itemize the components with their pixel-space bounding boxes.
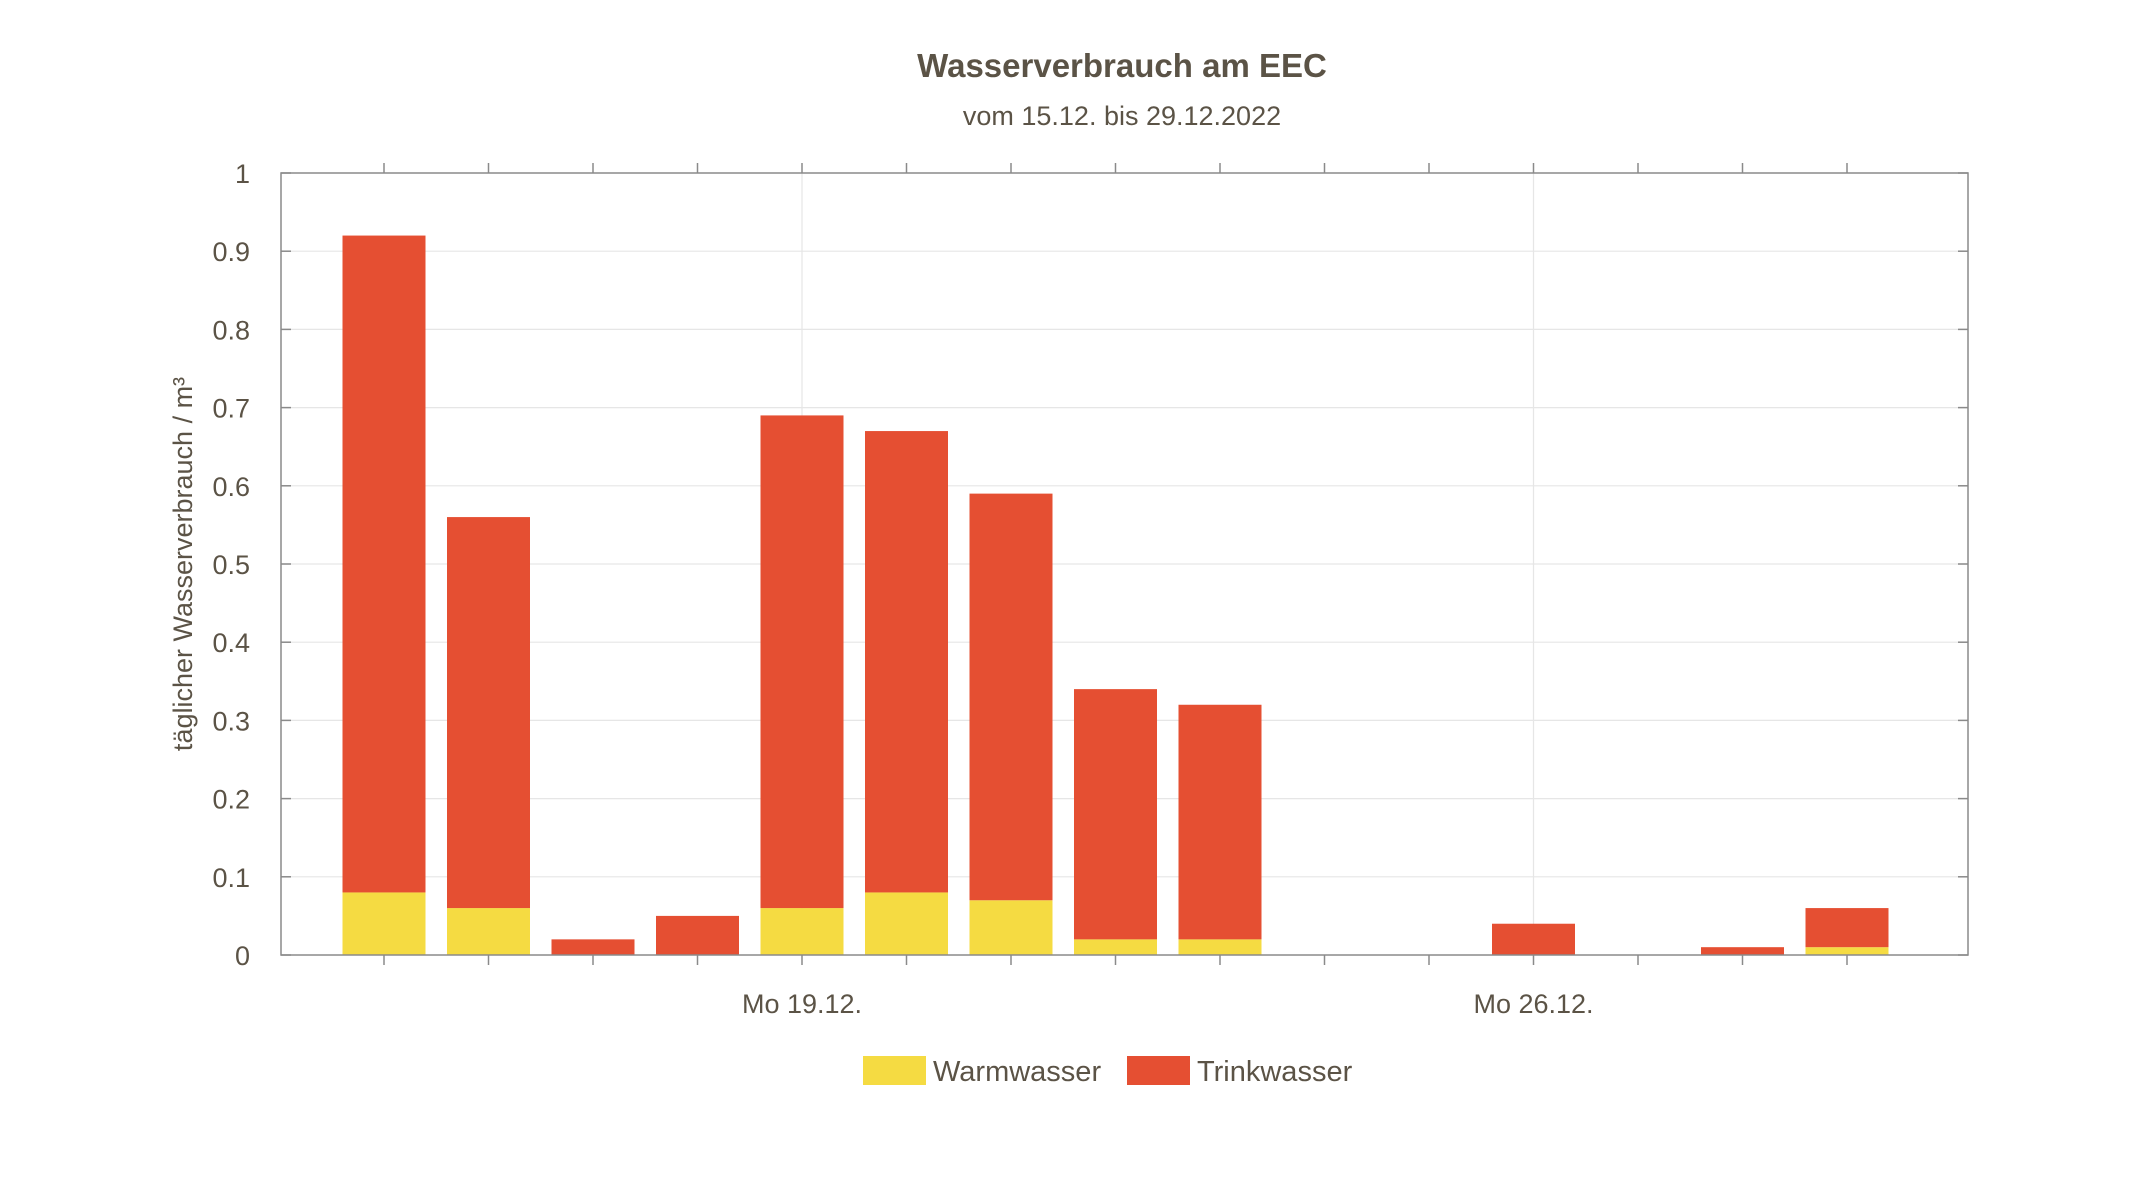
y-tick-label: 0.7	[212, 394, 250, 424]
chart-title: Wasserverbrauch am EEC	[917, 47, 1327, 84]
y-tick-label: 0.6	[212, 472, 250, 502]
y-tick-label: 0.9	[212, 237, 250, 267]
bar-warmwasser-19-12	[760, 908, 844, 955]
y-tick-label: 0.5	[212, 550, 250, 580]
bar-trinkwasser-28-12	[1701, 947, 1784, 955]
bar-trinkwasser-29-12	[1805, 908, 1889, 948]
y-ticks: 0 0.1 0.2 0.3 0.4 0.5 0.6 0.7 0.8 0.9 1	[212, 159, 1968, 971]
bar-trinkwasser-17-12	[551, 939, 635, 955]
bars	[342, 235, 1889, 955]
chart-subtitle: vom 15.12. bis 29.12.2022	[963, 101, 1281, 131]
bar-warmwasser-22-12	[1074, 939, 1157, 955]
bar-warmwasser-16-12	[447, 908, 530, 955]
bar-trinkwasser-19-12	[760, 415, 844, 909]
y-tick-label: 0.8	[212, 315, 250, 345]
bar-warmwasser-23-12	[1178, 939, 1262, 955]
legend-swatch-trinkwasser	[1127, 1056, 1190, 1085]
y-tick-label: 0.4	[212, 628, 250, 658]
bar-trinkwasser-23-12	[1178, 704, 1262, 940]
legend-label-trinkwasser: Trinkwasser	[1197, 1056, 1353, 1088]
legend-label-warmwasser: Warmwasser	[933, 1056, 1101, 1088]
legend: Warmwasser Trinkwasser	[863, 1056, 1353, 1088]
bar-trinkwasser-21-12	[969, 493, 1053, 901]
y-tick-label: 0.3	[212, 706, 250, 736]
y-tick-label: 0	[235, 941, 250, 971]
bar-warmwasser-29-12	[1805, 947, 1889, 955]
y-tick-label: 1	[235, 159, 250, 189]
x-ticks: Mo 19.12. Mo 26.12.	[383, 163, 1848, 1019]
bar-warmwasser-20-12	[865, 892, 948, 955]
bar-trinkwasser-16-12	[447, 517, 530, 909]
gridlines	[281, 173, 1968, 955]
bar-trinkwasser-20-12	[865, 431, 948, 893]
bar-trinkwasser-22-12	[1074, 689, 1157, 940]
bar-warmwasser-15-12	[342, 892, 426, 955]
y-tick-label: 0.1	[212, 863, 250, 893]
x-tick-label: Mo 19.12.	[742, 989, 862, 1019]
bar-trinkwasser-15-12	[342, 235, 426, 893]
x-tick-label: Mo 26.12.	[1473, 989, 1593, 1019]
bar-trinkwasser-18-12	[656, 915, 739, 955]
bar-warmwasser-21-12	[969, 900, 1053, 955]
y-axis-label: täglicher Wasserverbrauch / m³	[168, 377, 198, 751]
legend-swatch-warmwasser	[863, 1056, 926, 1085]
bar-trinkwasser-26-12	[1492, 923, 1575, 955]
y-tick-label: 0.2	[212, 785, 250, 815]
